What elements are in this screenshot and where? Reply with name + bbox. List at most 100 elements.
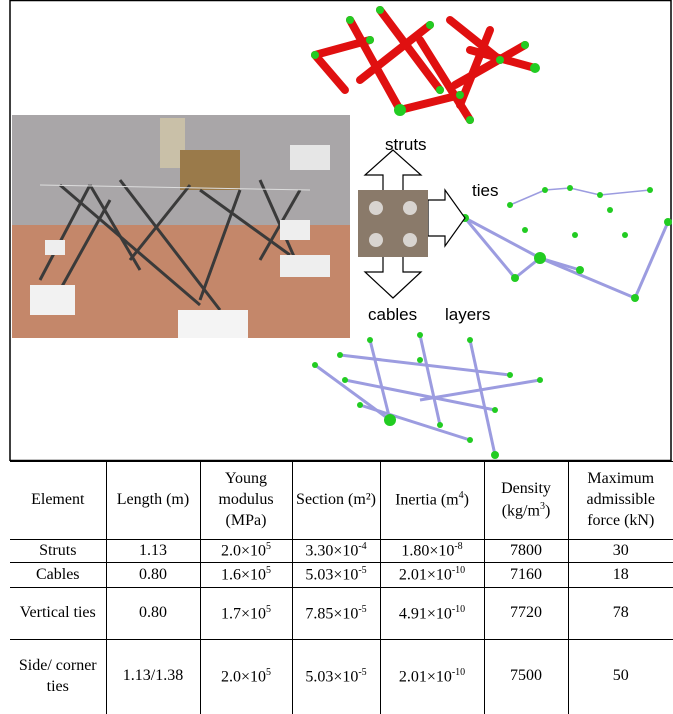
table-cell: 7720: [483, 587, 569, 641]
cell-text: Young modulus (MPa): [218, 470, 274, 529]
cell-text: 4.91×10: [398, 604, 452, 622]
properties-table: Element Length (m) Young modulus (MPa) Sect…: [10, 461, 673, 714]
cell-text: 1.7×10: [220, 604, 267, 622]
arrows: [363, 149, 466, 299]
table-cell: Young modulus (MPa): [199, 461, 293, 540]
cell-text: Vertical ties: [19, 604, 96, 622]
cell-text: 0.80: [139, 604, 167, 622]
table-cell: 4.91×10-10: [379, 587, 485, 641]
superscript: -5: [358, 603, 367, 615]
table-cell: Cables: [10, 562, 107, 589]
cell-text: Element: [31, 491, 85, 509]
superscript: 4: [458, 490, 464, 502]
cell-text: 7500: [510, 667, 542, 685]
table-cell: 1.6×105: [199, 562, 293, 589]
superscript: -10: [451, 603, 466, 615]
table-cell: 0.80: [105, 587, 201, 641]
table-cell: 7800: [483, 538, 569, 564]
layers-model: [314, 334, 541, 456]
cell-text: 78: [612, 604, 629, 622]
cell-text: 18: [612, 565, 629, 583]
cell-text: ): [544, 502, 551, 520]
cell-text: 7160: [510, 565, 542, 583]
cell-text: 7720: [510, 604, 542, 622]
superscript: 5: [266, 666, 272, 678]
superscript: 5: [266, 565, 272, 577]
table-cell: Side/ corner ties: [10, 639, 107, 714]
table-cell: Vertical ties: [10, 587, 107, 641]
cell-text: 5.03×10: [305, 566, 359, 584]
cell-text: 7.85×10: [305, 604, 359, 622]
superscript: -10: [451, 666, 466, 678]
table-row: Cables 0.80 1.6×105 5.03×10-5 2.01×10-10 7160…: [10, 562, 673, 589]
figure-border: [9, 0, 672, 461]
table-cell: Length (m): [105, 461, 201, 540]
table-cell: Section (m²): [291, 461, 381, 540]
figure: struts ties cables layers: [9, 0, 672, 461]
table-cell: 2.0×105: [199, 639, 293, 714]
cell-text: Maximum admissible force (kN): [586, 470, 655, 529]
cell-text: 5.03×10: [305, 668, 359, 686]
cell-text: 1.80×10: [401, 542, 455, 560]
cell-text: 7800: [510, 541, 542, 559]
cables-label: cables: [368, 305, 417, 324]
ties-nodes: [461, 185, 672, 302]
table-cell: 50: [567, 639, 673, 714]
table-cell: Struts: [10, 538, 107, 564]
table-cell: 5.03×10-5: [291, 562, 381, 589]
superscript: 3: [539, 500, 545, 512]
table-cell: Element: [10, 461, 107, 540]
table-cell: 7500: [483, 639, 569, 714]
cell-text: ): [463, 491, 469, 509]
table-cell: 1.13/1.38: [105, 639, 201, 714]
cell-text: 2.01×10: [398, 566, 452, 584]
table-cell: 18: [567, 562, 673, 589]
table-cell: Inertia (m4): [379, 461, 485, 540]
struts-nodes: [311, 6, 540, 124]
table-cell: 1.13: [105, 538, 201, 564]
cell-text: Density (kg/m: [501, 480, 551, 520]
table-cell: 1.80×10-8: [379, 538, 485, 564]
cell-text: 0.80: [139, 565, 167, 583]
cell-text: Side/ corner ties: [18, 657, 97, 695]
table-row: Struts 1.13 2.0×105 3.30×10-4 1.80×10-8 7800 3…: [10, 538, 673, 564]
cell-text: Length (m): [116, 491, 190, 509]
cell-text: 2.0×10: [220, 668, 267, 686]
node-photo: [358, 190, 428, 257]
table-cell: 0.80: [105, 562, 201, 589]
layers-label: layers: [445, 305, 490, 324]
table-cell: 30: [567, 538, 673, 564]
table-cell: Maximum admissible force (kN): [567, 461, 673, 540]
table-cell: 2.0×105: [199, 538, 293, 564]
cell-text: Inertia (m: [395, 491, 459, 509]
superscript: -4: [358, 541, 367, 552]
table-cell: Density (kg/m3): [483, 461, 569, 540]
cell-text: 1.6×10: [220, 566, 267, 584]
table-cell: 5.03×10-5: [291, 639, 381, 714]
superscript: 5: [266, 603, 272, 615]
table-cell: 2.01×10-10: [379, 562, 485, 589]
superscript: -10: [451, 565, 466, 577]
superscript: 5: [266, 541, 272, 552]
table-cell: 78: [567, 587, 673, 641]
cell-text: Cables: [35, 565, 80, 583]
photo: [12, 115, 350, 338]
ties-label: ties: [472, 181, 498, 200]
cell-text: 2.01×10: [398, 668, 452, 686]
table-row: Vertical ties 0.80 1.7×105 7.85×10-5 4.91×10…: [10, 587, 673, 641]
header-row: Element Length (m) Young modulus (MPa) Sect…: [10, 461, 673, 540]
table-cell: 7.85×10-5: [291, 587, 381, 641]
cell-text: 1.13/1.38: [122, 667, 184, 685]
superscript: -5: [358, 565, 367, 577]
cell-text: 50: [612, 667, 629, 685]
cell-text: 3.30×10: [305, 542, 359, 560]
table-cell: 1.7×105: [199, 587, 293, 641]
cell-text: Struts: [39, 541, 77, 559]
cell-text: Section (m²): [296, 491, 376, 509]
ties-model: [463, 187, 670, 300]
cell-text: 30: [612, 541, 629, 559]
node-photo-detail: [369, 201, 417, 247]
table-row: Side/ corner ties 1.13/1.38 2.0×105 5.03×10…: [10, 639, 673, 714]
struts-label: struts: [385, 135, 427, 154]
